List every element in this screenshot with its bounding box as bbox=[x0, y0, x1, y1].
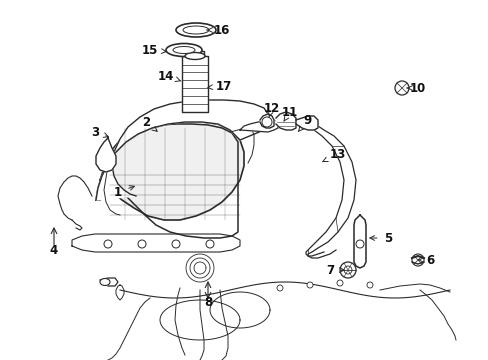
Polygon shape bbox=[295, 116, 317, 130]
Polygon shape bbox=[72, 234, 240, 252]
Text: 2: 2 bbox=[142, 116, 157, 131]
Text: 3: 3 bbox=[91, 126, 108, 139]
Text: 6: 6 bbox=[418, 253, 433, 266]
Polygon shape bbox=[260, 114, 273, 128]
Text: 1: 1 bbox=[114, 185, 134, 198]
Ellipse shape bbox=[184, 53, 204, 59]
Ellipse shape bbox=[176, 23, 216, 37]
Text: 12: 12 bbox=[264, 102, 280, 117]
Polygon shape bbox=[96, 122, 244, 220]
Text: 8: 8 bbox=[203, 296, 212, 309]
Text: 7: 7 bbox=[325, 264, 344, 276]
Text: 10: 10 bbox=[406, 81, 425, 94]
Polygon shape bbox=[96, 100, 267, 200]
Polygon shape bbox=[182, 56, 207, 112]
Circle shape bbox=[306, 282, 312, 288]
Text: 13: 13 bbox=[322, 148, 346, 162]
Text: 5: 5 bbox=[369, 231, 391, 244]
Polygon shape bbox=[275, 112, 295, 130]
Circle shape bbox=[336, 280, 342, 286]
Polygon shape bbox=[353, 215, 365, 268]
Polygon shape bbox=[305, 126, 355, 258]
Circle shape bbox=[276, 285, 283, 291]
Ellipse shape bbox=[165, 44, 202, 57]
Text: 9: 9 bbox=[298, 113, 311, 131]
Text: 11: 11 bbox=[281, 105, 298, 121]
Polygon shape bbox=[240, 120, 278, 132]
Text: 17: 17 bbox=[207, 80, 232, 93]
Circle shape bbox=[394, 81, 408, 95]
Circle shape bbox=[366, 282, 372, 288]
Text: 16: 16 bbox=[206, 23, 230, 36]
Ellipse shape bbox=[173, 46, 195, 54]
Circle shape bbox=[339, 262, 355, 278]
Polygon shape bbox=[100, 124, 238, 238]
Text: 14: 14 bbox=[158, 69, 181, 82]
Text: 15: 15 bbox=[142, 44, 166, 57]
Ellipse shape bbox=[100, 279, 110, 285]
Polygon shape bbox=[96, 138, 116, 172]
Ellipse shape bbox=[183, 26, 208, 34]
Text: 4: 4 bbox=[50, 243, 58, 256]
